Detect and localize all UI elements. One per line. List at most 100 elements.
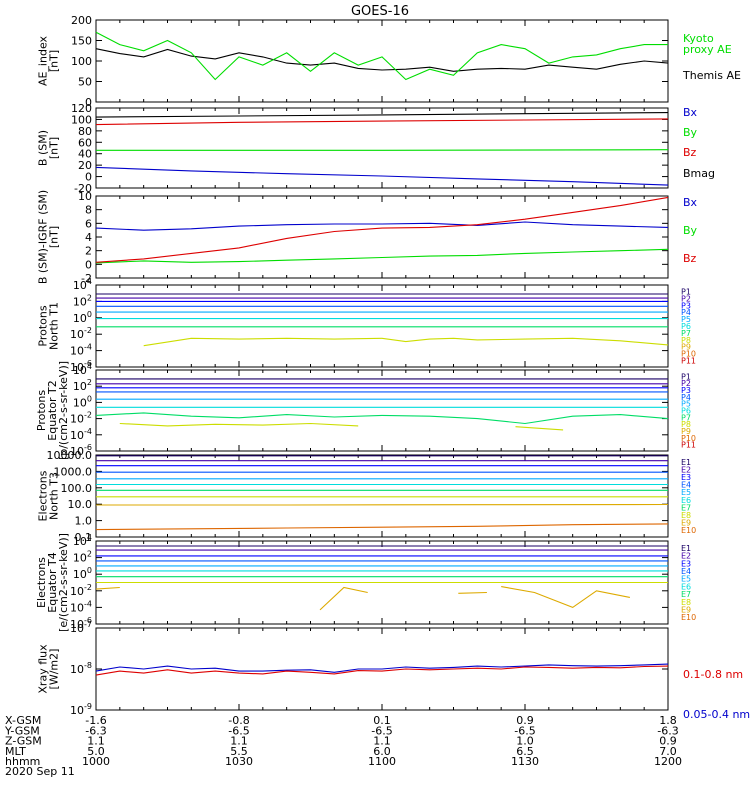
y-tick-label: 8 <box>85 204 92 217</box>
panel-frame <box>95 369 669 452</box>
series-line-by <box>95 248 669 264</box>
legend-entry: E4 <box>681 567 691 576</box>
legend-entry: E7 <box>681 590 691 599</box>
legend-entry: P9 <box>681 427 691 436</box>
axis-row-value: 0.9 <box>659 735 677 748</box>
y-tick-label: 10-2 <box>70 583 92 598</box>
y-tick-label: 40 <box>78 148 92 161</box>
legend-entry: E4 <box>681 481 691 490</box>
legend-entry: P11 <box>681 357 696 366</box>
panel-electrons_t3: 0.1 1.0 10.0 100.0 1000.0 10000.0 ElectronsNor… <box>37 449 697 544</box>
legend-entry: P2 <box>681 379 691 388</box>
legend-entry: P1 <box>681 287 691 296</box>
series-line-0-05-0-4-nm <box>95 663 669 673</box>
y-tick-label: 10-4 <box>70 343 92 358</box>
axis-row-value: -6.3 <box>657 724 678 737</box>
legend-entry: P4 <box>681 308 691 317</box>
legend-entry: 0.1-0.8 nm <box>683 668 743 681</box>
plot-title: GOES-16 <box>351 4 409 19</box>
y-axis-label: B (SM) <box>37 130 50 166</box>
legend-entry: Bmag <box>683 167 715 180</box>
legend-entry: P2 <box>681 294 691 303</box>
axis-row-value: 1130 <box>511 755 539 768</box>
y-axis-label: B (SM)-IGRF (SM) <box>37 190 50 284</box>
legend-entry: P10 <box>681 434 696 443</box>
y-tick-label: 200 <box>71 14 92 27</box>
y-tick-label: 102 <box>73 378 92 393</box>
legend-entry: E10 <box>681 526 696 535</box>
legend-entry: P8 <box>681 336 691 345</box>
panel-frame <box>95 195 669 279</box>
axis-row-value: 1.8 <box>659 714 677 727</box>
series-line-bx <box>95 221 669 231</box>
axis-row-value: 7.0 <box>659 745 677 758</box>
series-line-e9a <box>95 586 120 590</box>
legend-entry: E3 <box>681 559 691 568</box>
axis-row-value: 0.1 <box>373 714 391 727</box>
legend-entry: P6 <box>681 322 691 331</box>
y-tick-label: -2 <box>81 272 92 285</box>
y-tick-label: 102 <box>73 550 92 565</box>
y-tick-label: 104 <box>73 277 92 292</box>
y-tick-label: 0 <box>85 96 92 109</box>
legend-entry: Themis AE <box>682 69 741 82</box>
y-tick-label: 0 <box>85 171 92 184</box>
y-tick-label: -20 <box>74 182 92 195</box>
y-axis-label: Equator T4 <box>46 552 59 612</box>
axis-row-value: -6.5 <box>514 724 535 737</box>
y-tick-label: 100 <box>73 394 92 409</box>
y-tick-label: 150 <box>71 35 92 48</box>
axis-row-label: MLT <box>5 745 26 758</box>
axis-row-label: X-GSM <box>5 714 41 727</box>
axis-row-value: 1000 <box>82 755 110 768</box>
panel-frame <box>95 19 669 103</box>
series-line-e9b <box>319 586 368 611</box>
legend-entry: P5 <box>681 315 691 324</box>
y-axis-label: [nT] <box>48 50 61 72</box>
series-line-bz <box>95 196 669 263</box>
axis-row-value: 1200 <box>654 755 682 768</box>
axis-row-value: 1100 <box>368 755 396 768</box>
axis-row-value: 1.1 <box>230 735 248 748</box>
axis-row-value: 1030 <box>225 755 253 768</box>
legend-entry: E9 <box>681 519 691 528</box>
legend-entry: E3 <box>681 473 691 482</box>
y-tick-label: 10 <box>78 190 92 203</box>
y-axis-label: Protons <box>37 305 50 346</box>
legend-entry: E1 <box>681 544 691 553</box>
date-label: 2020 Sep 11 <box>5 765 75 778</box>
legend-entry: P11 <box>681 441 696 450</box>
legend-entry: Bz <box>683 146 697 159</box>
legend-entry: E6 <box>681 582 691 591</box>
legend-entry: Bz <box>683 252 697 265</box>
series-line-e10 <box>95 523 669 531</box>
y-tick-label: 2 <box>85 245 92 258</box>
y-tick-label: 100.0 <box>61 482 93 495</box>
y-axis-label: North T3 <box>48 472 61 520</box>
legend-entry: E6 <box>681 496 691 505</box>
bottom-axis-table: X-GSM -1.6 -0.8 0.1 0.9 1.8 Y-GSM -6.3 -6.5 -6.5 -… <box>4 714 682 768</box>
y-axis-label: Xray flux <box>37 644 50 694</box>
y-axis-label: [e/(cm2-s-sr-keV)] <box>57 533 70 632</box>
axis-row-value: 1.1 <box>373 735 391 748</box>
legend-entry: P9 <box>681 343 691 352</box>
series-line-0-1-0-8-nm <box>95 665 669 676</box>
y-tick-label: 10-4 <box>70 427 92 442</box>
axis-row-label: Z-GSM <box>5 735 42 748</box>
axis-row-value: -6.5 <box>228 724 249 737</box>
y-tick-label: 102 <box>73 293 92 308</box>
legend-entry: P3 <box>681 386 691 395</box>
y-tick-label: 100 <box>73 566 92 581</box>
series-line-bx <box>95 166 669 186</box>
y-axis-label: Protons <box>35 390 48 431</box>
y-tick-label: 104 <box>73 362 92 377</box>
series-line-p8 <box>119 422 359 427</box>
legend-entry: E2 <box>681 465 691 474</box>
legend-entry: P7 <box>681 413 691 422</box>
legend-entry: Bx <box>683 196 698 209</box>
y-tick-label: 20 <box>78 159 92 172</box>
